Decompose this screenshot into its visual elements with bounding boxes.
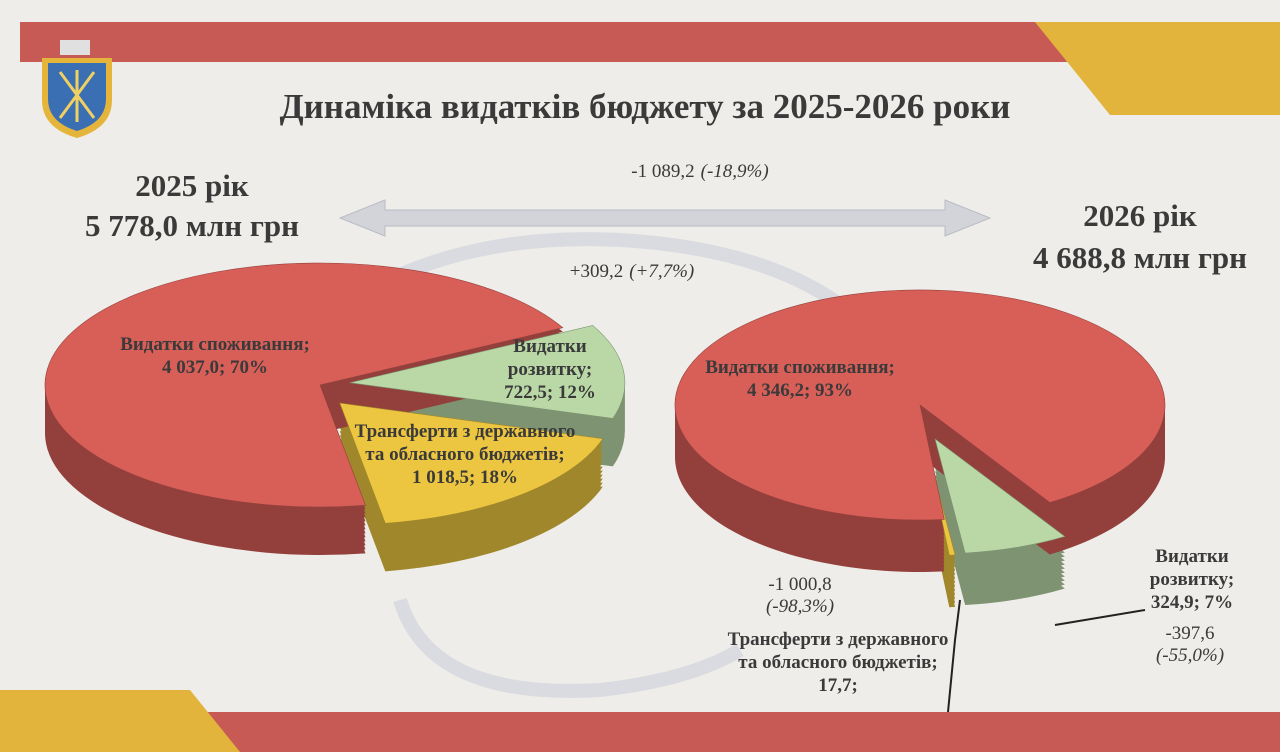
value-label: 17,7;: [818, 674, 858, 696]
crest: [42, 40, 112, 138]
slice-label: Видатки розвитку; 324,9; 7%: [1127, 546, 1257, 614]
slice-label: Видатки споживання; 4 037,0; 70%: [115, 334, 315, 380]
bottom-corner: [0, 690, 240, 752]
change-value: -1 089,2: [631, 161, 695, 182]
pie-slice: [44, 262, 564, 508]
slice-label: Видатки споживання; 4 346,2; 93%: [700, 357, 900, 403]
pie-slice: [349, 325, 626, 419]
change-percent: (-98,3%): [765, 596, 835, 617]
value-label: 4 346,2; 93%: [746, 380, 854, 401]
leader-line: [1054, 609, 1146, 626]
category-label: Видатки споживання;: [120, 334, 310, 356]
change-percent: (-55,0%): [1155, 645, 1225, 666]
pie-subtitle: 4 688,8 млн грн: [1032, 240, 1248, 275]
curved-arrow: [393, 597, 744, 698]
total-change-arrow: [338, 199, 992, 237]
pie-title: 2025 рік: [135, 168, 249, 203]
category-label: Видатки розвитку;: [1149, 545, 1235, 590]
value-label: 324,9; 7%: [1150, 591, 1234, 613]
change-value: +309,2: [569, 261, 624, 282]
slide-title: Динаміка видатків бюджету за 2025-2026 р…: [279, 87, 1011, 126]
change-label: -1 089,2 (-18,9%): [631, 161, 768, 183]
pie-slice: [674, 289, 1166, 521]
slice-label: Видатки розвитку; 722,5; 12%: [485, 336, 615, 404]
bottom-band: [170, 712, 1280, 752]
change-percent: (+7,7%): [629, 261, 695, 282]
category-label: Видатки споживання;: [705, 357, 895, 379]
change-label: -1 000,8 (-98,3%): [766, 574, 834, 618]
leader-line: [947, 599, 961, 713]
value-label: 1 018,5; 18%: [411, 466, 519, 488]
change-label: -397,6 (-55,0%): [1156, 623, 1224, 667]
pie-slice: [339, 402, 604, 524]
change-percent: (-18,9%): [700, 161, 769, 182]
slice-label: Трансферти з державного та обласного бюд…: [718, 629, 958, 697]
top-band: [20, 22, 1100, 62]
pie-subtitle: 5 778,0 млн грн: [84, 208, 300, 243]
category-label: Трансферти з державного та обласного бюд…: [354, 420, 576, 465]
change-value: -397,6: [1165, 623, 1215, 644]
top-corner: [1035, 22, 1280, 115]
change-label: +309,2 (+7,7%): [570, 261, 695, 283]
category-label: Трансферти з державного та обласного бюд…: [727, 628, 949, 673]
category-label: Видатки розвитку;: [507, 335, 593, 380]
change-value: -1 000,8: [768, 574, 832, 595]
pies: [44, 262, 1166, 608]
pie-slice: [934, 438, 1066, 554]
slice-label: Трансферти з державного та обласного бюд…: [345, 421, 585, 489]
value-label: 4 037,0; 70%: [161, 357, 269, 378]
pie-title: 2026 рік: [1083, 198, 1197, 233]
value-label: 722,5; 12%: [504, 381, 596, 403]
